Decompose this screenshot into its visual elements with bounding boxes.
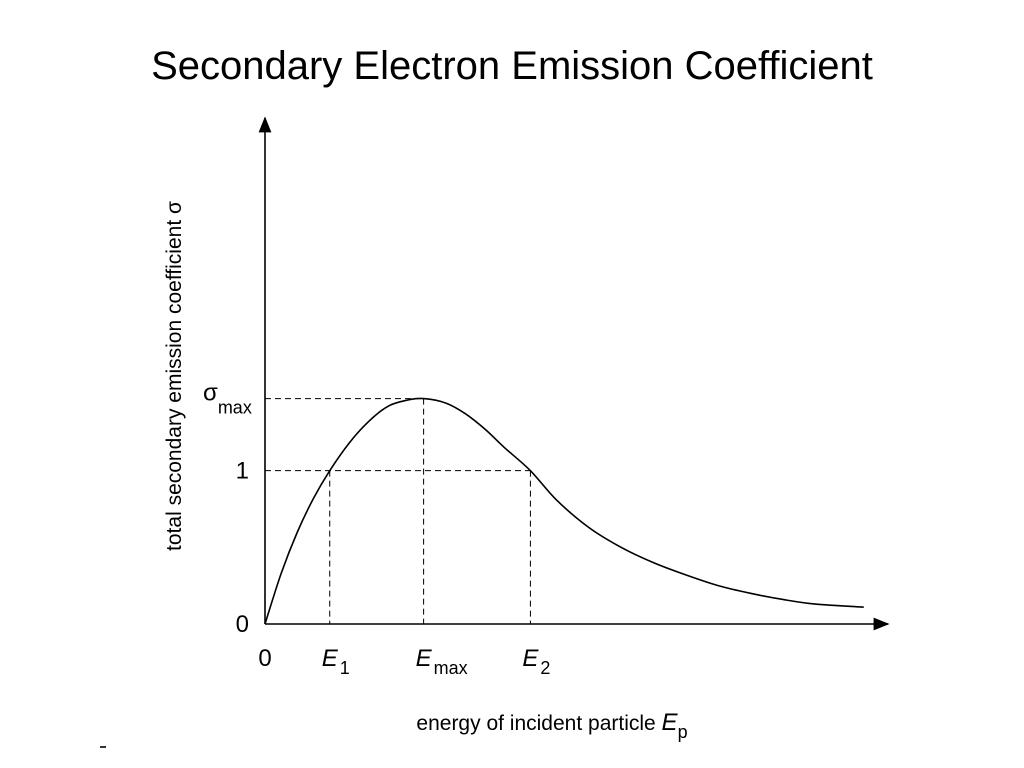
x-tick-label: 0	[258, 645, 271, 672]
axes	[258, 116, 890, 631]
slide-title: Secondary Electron Emission Coefficient	[151, 44, 873, 88]
y-tick-label: 0	[236, 611, 249, 638]
y-tick-label: 1	[236, 458, 249, 485]
y-axis-label: total secondary emission coefficient σ	[163, 201, 186, 551]
x-axis-label: energy of incident particle Ep	[416, 709, 687, 742]
guide-lines	[265, 398, 531, 624]
y-tick-label: σmax	[203, 380, 252, 418]
emission-curve	[264, 397, 864, 625]
stray-mark	[100, 746, 106, 748]
